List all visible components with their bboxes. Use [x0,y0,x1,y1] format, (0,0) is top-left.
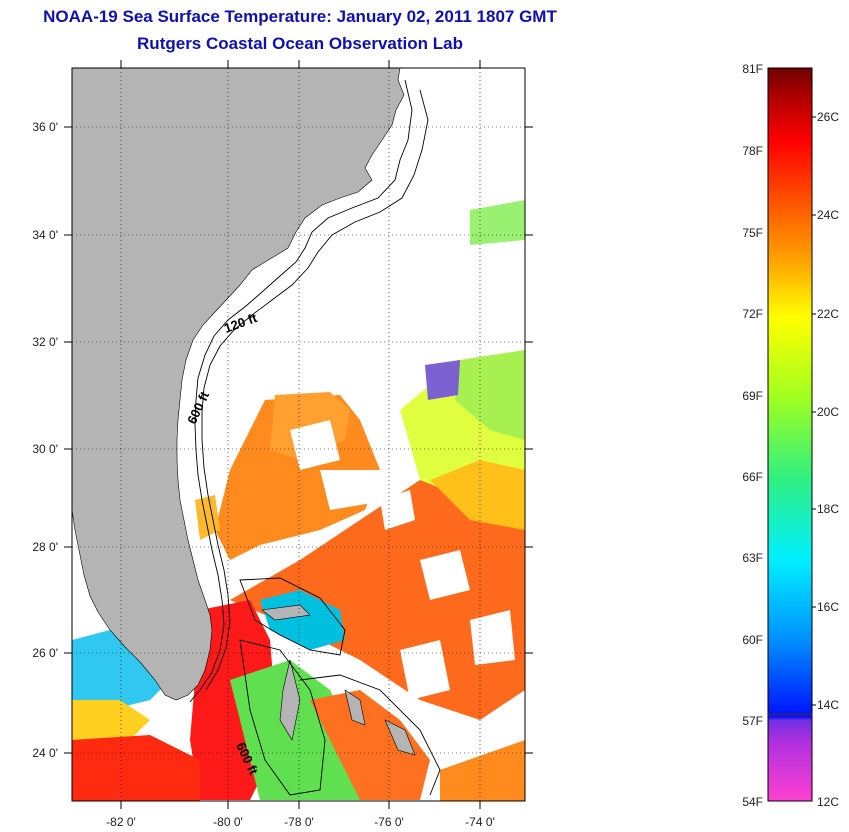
cb-c-label: 22C [817,307,839,321]
cb-f-label: 78F [742,144,763,158]
cb-c-label: 14C [817,698,839,712]
cb-f-label: 63F [742,551,763,565]
colorbar-fahrenheit-labels: 81F 78F 75F 72F 69F 66F 63F 60F 57F 54F [742,62,763,809]
cb-f-label: 81F [742,62,763,76]
lon-label: -82 0' [106,815,136,829]
map-panel: 120 ft 600 ft 600 ft [72,68,525,801]
cb-c-label: 24C [817,208,839,222]
lat-label: 24 0' [32,746,58,760]
cb-f-label: 69F [742,389,763,403]
lat-label: 28 0' [32,540,58,554]
lat-label: 32 0' [32,335,58,349]
colorbar-celsius-labels: 26C 24C 22C 20C 18C 16C 14C 12C [817,110,839,809]
lat-label: 34 0' [32,228,58,242]
lon-label: -80 0' [213,815,243,829]
cb-f-label: 66F [742,470,763,484]
cb-c-label: 18C [817,502,839,516]
cb-f-label: 60F [742,633,763,647]
map-subtitle: Rutgers Coastal Ocean Observation Lab [137,34,463,53]
colorbar-band-marker [768,713,812,716]
map-title: NOAA-19 Sea Surface Temperature: January… [43,7,557,26]
sst-data-layer [72,200,525,801]
lon-label: -78 0' [284,815,314,829]
colorbar-gradient [767,67,813,802]
cb-f-label: 75F [742,226,763,240]
lat-label: 26 0' [32,646,58,660]
islands [261,604,416,756]
map-ticks [64,60,533,809]
lon-label: -74 0' [465,815,495,829]
longitude-labels: -82 0' -80 0' -78 0' -76 0' -74 0' [106,815,495,829]
cb-c-label: 26C [817,110,839,124]
lat-label: 36 0' [32,120,58,134]
cb-f-label: 54F [742,795,763,809]
colorbar: 81F 78F 75F 72F 69F 66F 63F 60F 57F 54F … [742,62,839,809]
cb-c-label: 20C [817,405,839,419]
cb-f-label: 57F [742,714,763,728]
colorbar-ticks [812,116,816,706]
land-mass [72,68,405,701]
lon-label: -76 0' [374,815,404,829]
cb-c-label: 12C [817,795,839,809]
cb-c-label: 16C [817,600,839,614]
lat-label: 30 0' [32,442,58,456]
latitude-labels: 36 0' 34 0' 32 0' 30 0' 28 0' 26 0' 24 0… [32,120,58,760]
cb-f-label: 72F [742,307,763,321]
bathymetry-contours [189,79,441,796]
